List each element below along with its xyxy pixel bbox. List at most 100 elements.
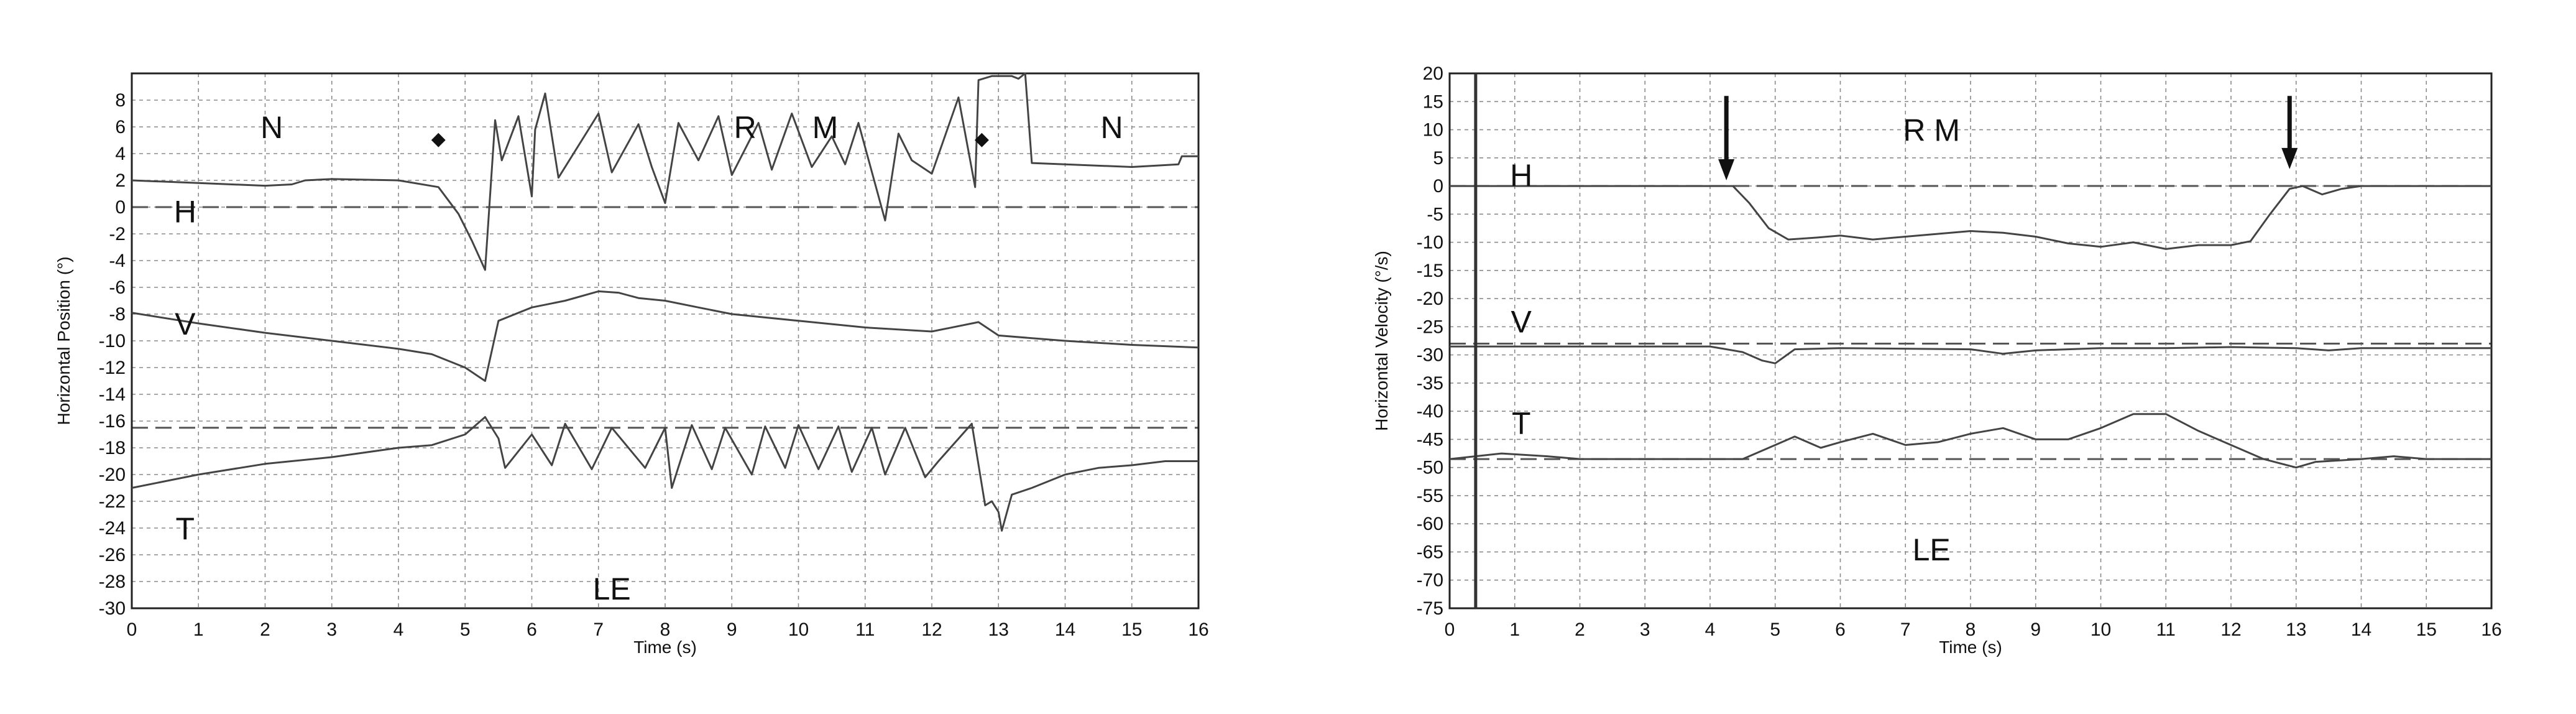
position-x-axis-title: Time (s) xyxy=(633,638,697,657)
position-annotation-label: LE xyxy=(593,572,631,606)
position-x-tick-label: 8 xyxy=(660,619,671,640)
velocity-y-tick-label: -45 xyxy=(1417,429,1443,450)
position-y-tick-label: -8 xyxy=(109,304,126,325)
velocity-x-tick-label: 3 xyxy=(1640,619,1650,640)
position-y-tick-label: -6 xyxy=(109,277,126,298)
position-x-tick-label: 6 xyxy=(527,619,537,640)
position-annotation-label: R xyxy=(734,110,757,145)
velocity-y-tick-label: -70 xyxy=(1417,570,1443,591)
position-y-tick-label: -30 xyxy=(99,598,126,619)
velocity-y-tick-label: -5 xyxy=(1427,204,1443,225)
velocity-x-tick-label: 13 xyxy=(2286,619,2306,640)
position-x-tick-label: 11 xyxy=(855,619,875,640)
position-diamond-marker: ◆ xyxy=(431,129,446,149)
velocity-onset-arrow-head xyxy=(2281,147,2298,169)
velocity-onset-arrow-head xyxy=(1718,159,1735,180)
position-x-tick-label: 3 xyxy=(326,619,337,640)
velocity-x-tick-label: 8 xyxy=(1966,619,1976,640)
position-y-tick-label: -26 xyxy=(99,545,126,565)
velocity-y-tick-label: -40 xyxy=(1417,401,1443,422)
position-y-tick-label: 0 xyxy=(115,197,126,218)
velocity-x-tick-label: 7 xyxy=(1900,619,1911,640)
position-x-tick-label: 1 xyxy=(193,619,204,640)
position-x-tick-label: 5 xyxy=(460,619,471,640)
position-y-tick-label: 8 xyxy=(115,90,126,111)
velocity-y-tick-label: 5 xyxy=(1433,148,1443,169)
velocity-y-tick-label: -15 xyxy=(1417,261,1443,281)
velocity-y-tick-label: -65 xyxy=(1417,542,1443,562)
velocity-y-tick-label: -30 xyxy=(1417,345,1443,366)
velocity-annotation-label: R M xyxy=(1903,113,1960,148)
position-chart: 0 1 2 3 4 5 6 7 8 9 10 11 12 13 14 15 1686420-2-4-6-8-10… xyxy=(54,72,1209,657)
position-y-tick-label: -2 xyxy=(109,224,126,244)
position-trace-3 xyxy=(131,416,1198,532)
position-x-tick-label: 2 xyxy=(260,619,270,640)
velocity-y-tick-label: -20 xyxy=(1417,289,1443,309)
position-y-tick-label: -14 xyxy=(99,384,126,405)
velocity-y-tick-label: 0 xyxy=(1433,176,1443,197)
position-x-tick-label: 4 xyxy=(393,619,404,640)
position-y-tick-label: -24 xyxy=(99,518,126,539)
position-x-tick-label: 13 xyxy=(988,619,1009,640)
velocity-y-tick-label: -25 xyxy=(1417,317,1443,337)
velocity-y-tick-label: 10 xyxy=(1423,120,1443,141)
velocity-y-axis-title: Horizontal Velocity (°/s) xyxy=(1372,251,1391,431)
position-y-tick-label: -28 xyxy=(99,572,126,592)
velocity-annotation-label: H xyxy=(1510,158,1532,193)
velocity-x-tick-label: 4 xyxy=(1705,619,1716,640)
velocity-y-tick-label: -60 xyxy=(1417,514,1443,534)
velocity-y-tick-label: -75 xyxy=(1417,598,1443,619)
velocity-trace-2 xyxy=(1450,345,2491,364)
velocity-x-tick-label: 5 xyxy=(1770,619,1780,640)
position-x-tick-label: 10 xyxy=(788,619,809,640)
velocity-annotation-label: T xyxy=(1512,406,1531,440)
velocity-x-tick-label: 2 xyxy=(1575,619,1585,640)
position-y-tick-label: -18 xyxy=(99,438,126,458)
position-x-tick-label: 0 xyxy=(127,619,137,640)
position-trace-2 xyxy=(131,290,1199,382)
velocity-plot-frame xyxy=(1448,72,2493,610)
velocity-y-tick-label: -35 xyxy=(1417,373,1443,394)
velocity-x-tick-label: 12 xyxy=(2220,619,2241,640)
position-y-tick-label: -12 xyxy=(99,358,126,378)
velocity-y-tick-label: 20 xyxy=(1423,63,1443,84)
position-y-tick-label: -16 xyxy=(99,411,126,432)
velocity-x-axis-title: Time (s) xyxy=(1939,638,2002,657)
position-y-tick-label: 4 xyxy=(115,144,126,164)
velocity-x-tick-label: 6 xyxy=(1835,619,1846,640)
velocity-annotation-label: LE xyxy=(1913,532,1951,567)
position-y-tick-label: -10 xyxy=(99,331,126,351)
velocity-chart: 0 1 2 3 4 5 6 7 8 9 10 11 12 13 14 15 1620151050-5-10-15… xyxy=(1372,63,2502,657)
position-y-tick-label: 6 xyxy=(115,117,126,137)
velocity-trace-3 xyxy=(1449,413,2491,469)
velocity-x-tick-label: 1 xyxy=(1509,619,1520,640)
position-x-tick-label: 7 xyxy=(593,619,604,640)
velocity-y-tick-label: 15 xyxy=(1423,91,1443,112)
position-x-tick-label: 15 xyxy=(1121,619,1142,640)
position-trace-1 xyxy=(131,72,1198,271)
velocity-x-tick-label: 9 xyxy=(2030,619,2041,640)
position-annotation-label: N xyxy=(260,110,283,145)
velocity-x-tick-label: 11 xyxy=(2156,619,2176,640)
velocity-x-tick-label: 0 xyxy=(1445,619,1455,640)
position-annotation-label: V xyxy=(175,307,196,341)
position-plot-frame xyxy=(131,72,1200,610)
position-y-tick-label: -4 xyxy=(109,251,126,271)
position-y-tick-label: 2 xyxy=(115,170,126,191)
position-annotation-label: H xyxy=(174,194,196,229)
velocity-y-tick-label: -55 xyxy=(1417,486,1443,506)
velocity-x-tick-label: 16 xyxy=(2481,619,2501,640)
velocity-y-tick-label: -10 xyxy=(1417,233,1443,253)
velocity-x-tick-label: 14 xyxy=(2351,619,2371,640)
position-x-tick-label: 12 xyxy=(921,619,942,640)
position-y-tick-label: -20 xyxy=(99,465,126,485)
velocity-y-tick-label: -50 xyxy=(1417,458,1443,478)
position-y-axis-title: Horizontal Position (°) xyxy=(54,256,73,425)
velocity-x-tick-label: 10 xyxy=(2091,619,2111,640)
velocity-trace-1 xyxy=(1450,185,2491,250)
position-diamond-marker: ◆ xyxy=(975,129,989,149)
position-annotation-label: T xyxy=(176,511,195,546)
position-annotation-label: N xyxy=(1101,110,1123,145)
position-y-tick-label: -22 xyxy=(99,491,126,512)
